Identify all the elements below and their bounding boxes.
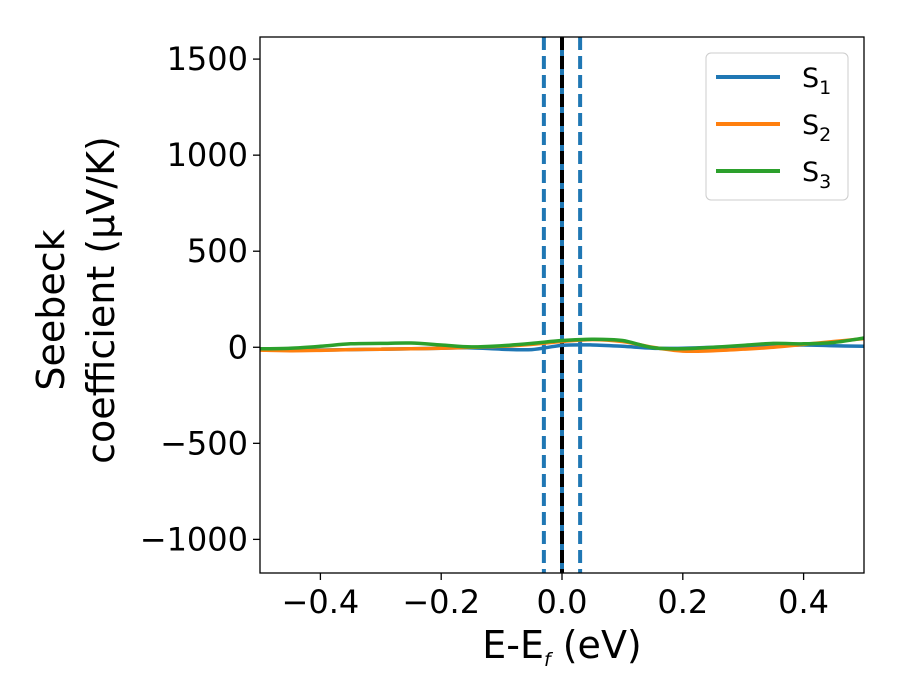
- x-axis-title: E-Ef (eV): [482, 623, 642, 671]
- x-tick-label: 0.4: [778, 583, 829, 621]
- y-tick-label: −500: [160, 424, 248, 462]
- series-lines: [260, 336, 864, 354]
- y-tick-label: 0: [228, 328, 248, 366]
- y-tick-label: 1000: [167, 136, 248, 174]
- legend-box: [705, 52, 849, 201]
- x-tick-label: 0.2: [657, 583, 708, 621]
- legend-label-s1: S1: [802, 63, 831, 99]
- fermi-level-lines: [541, 37, 583, 573]
- y-axis-title-line1: Seebeck: [29, 229, 73, 390]
- legend: S1 S2 S3: [705, 52, 849, 201]
- y-axis-title-line2: coefficient (μV/K): [79, 136, 123, 464]
- legend-label-s3: S3: [802, 157, 831, 193]
- y-tick-label: −1000: [140, 520, 248, 558]
- x-tick-label: −0.2: [402, 583, 480, 621]
- legend-label-s2: S2: [802, 110, 831, 146]
- axis-ticks: −0.4 −0.2 0.0 0.2 0.4 −1000 −500 0 500 1000 1500: [140, 40, 829, 621]
- x-tick-label: −0.4: [282, 583, 360, 621]
- y-tick-label: 500: [187, 232, 248, 270]
- plot-frame: [259, 36, 865, 574]
- series-line-s3: [260, 336, 864, 351]
- x-tick-label: 0.0: [537, 583, 588, 621]
- y-tick-label: 1500: [167, 40, 248, 78]
